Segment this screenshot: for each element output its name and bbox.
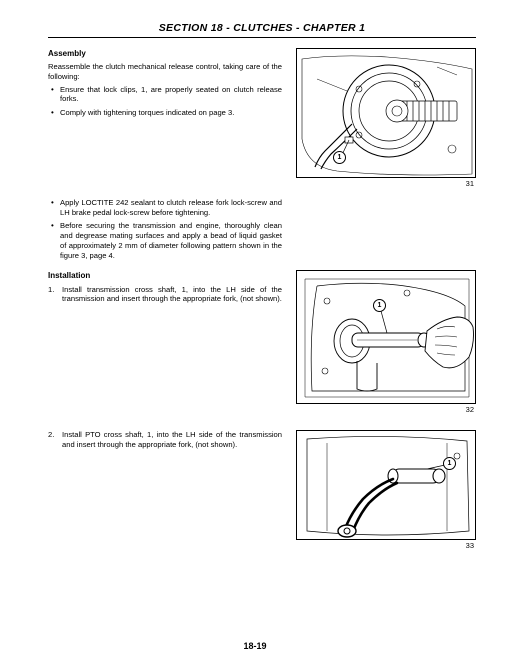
step-number: 1. <box>48 285 54 295</box>
step-1: 1. Install transmission cross shaft, 1, … <box>48 285 282 304</box>
bullet-item: Ensure that lock clips, 1, are properly … <box>48 85 282 104</box>
text-column-1: Assembly Reassemble the clutch mechanica… <box>48 48 282 122</box>
text-column-1b: Apply LOCTITE 242 sealant to clutch rele… <box>48 198 282 264</box>
row-1b: Apply LOCTITE 242 sealant to clutch rele… <box>48 198 476 264</box>
figure-33: 1 <box>296 430 476 540</box>
figure-number-32: 32 <box>296 405 476 414</box>
step-number: 2. <box>48 430 54 440</box>
figure-column-31: 1 31 <box>296 48 476 188</box>
callout-1: 1 <box>333 151 346 164</box>
figure-31: 1 <box>296 48 476 178</box>
page-number: 18-19 <box>0 641 510 651</box>
assembly-intro: Reassemble the clutch mechanical release… <box>48 62 282 81</box>
text-column-3: 2. Install PTO cross shaft, 1, into the … <box>48 430 282 453</box>
step-text: Install transmission cross shaft, 1, int… <box>62 285 282 304</box>
assembly-heading: Assembly <box>48 49 282 59</box>
bullet-item: Comply with tightening torques indicated… <box>48 108 282 118</box>
bullet-item: Before securing the transmission and eng… <box>48 221 282 260</box>
figure-column-33: 1 33 <box>296 430 476 550</box>
text-column-2: Installation 1. Install transmission cro… <box>48 270 282 308</box>
figure-column-32: 1 32 <box>296 270 476 414</box>
figure-32: 1 <box>296 270 476 404</box>
section-header: SECTION 18 - CLUTCHES - CHAPTER 1 <box>48 22 476 38</box>
row-3: 2. Install PTO cross shaft, 1, into the … <box>48 430 476 550</box>
row-1: Assembly Reassemble the clutch mechanica… <box>48 48 476 188</box>
bullet-item: Apply LOCTITE 242 sealant to clutch rele… <box>48 198 282 217</box>
installation-heading: Installation <box>48 271 282 281</box>
row-2: Installation 1. Install transmission cro… <box>48 270 476 414</box>
step-2: 2. Install PTO cross shaft, 1, into the … <box>48 430 282 449</box>
step-text: Install PTO cross shaft, 1, into the LH … <box>62 430 282 449</box>
figure-number-33: 33 <box>296 541 476 550</box>
figure-number-31: 31 <box>296 179 476 188</box>
